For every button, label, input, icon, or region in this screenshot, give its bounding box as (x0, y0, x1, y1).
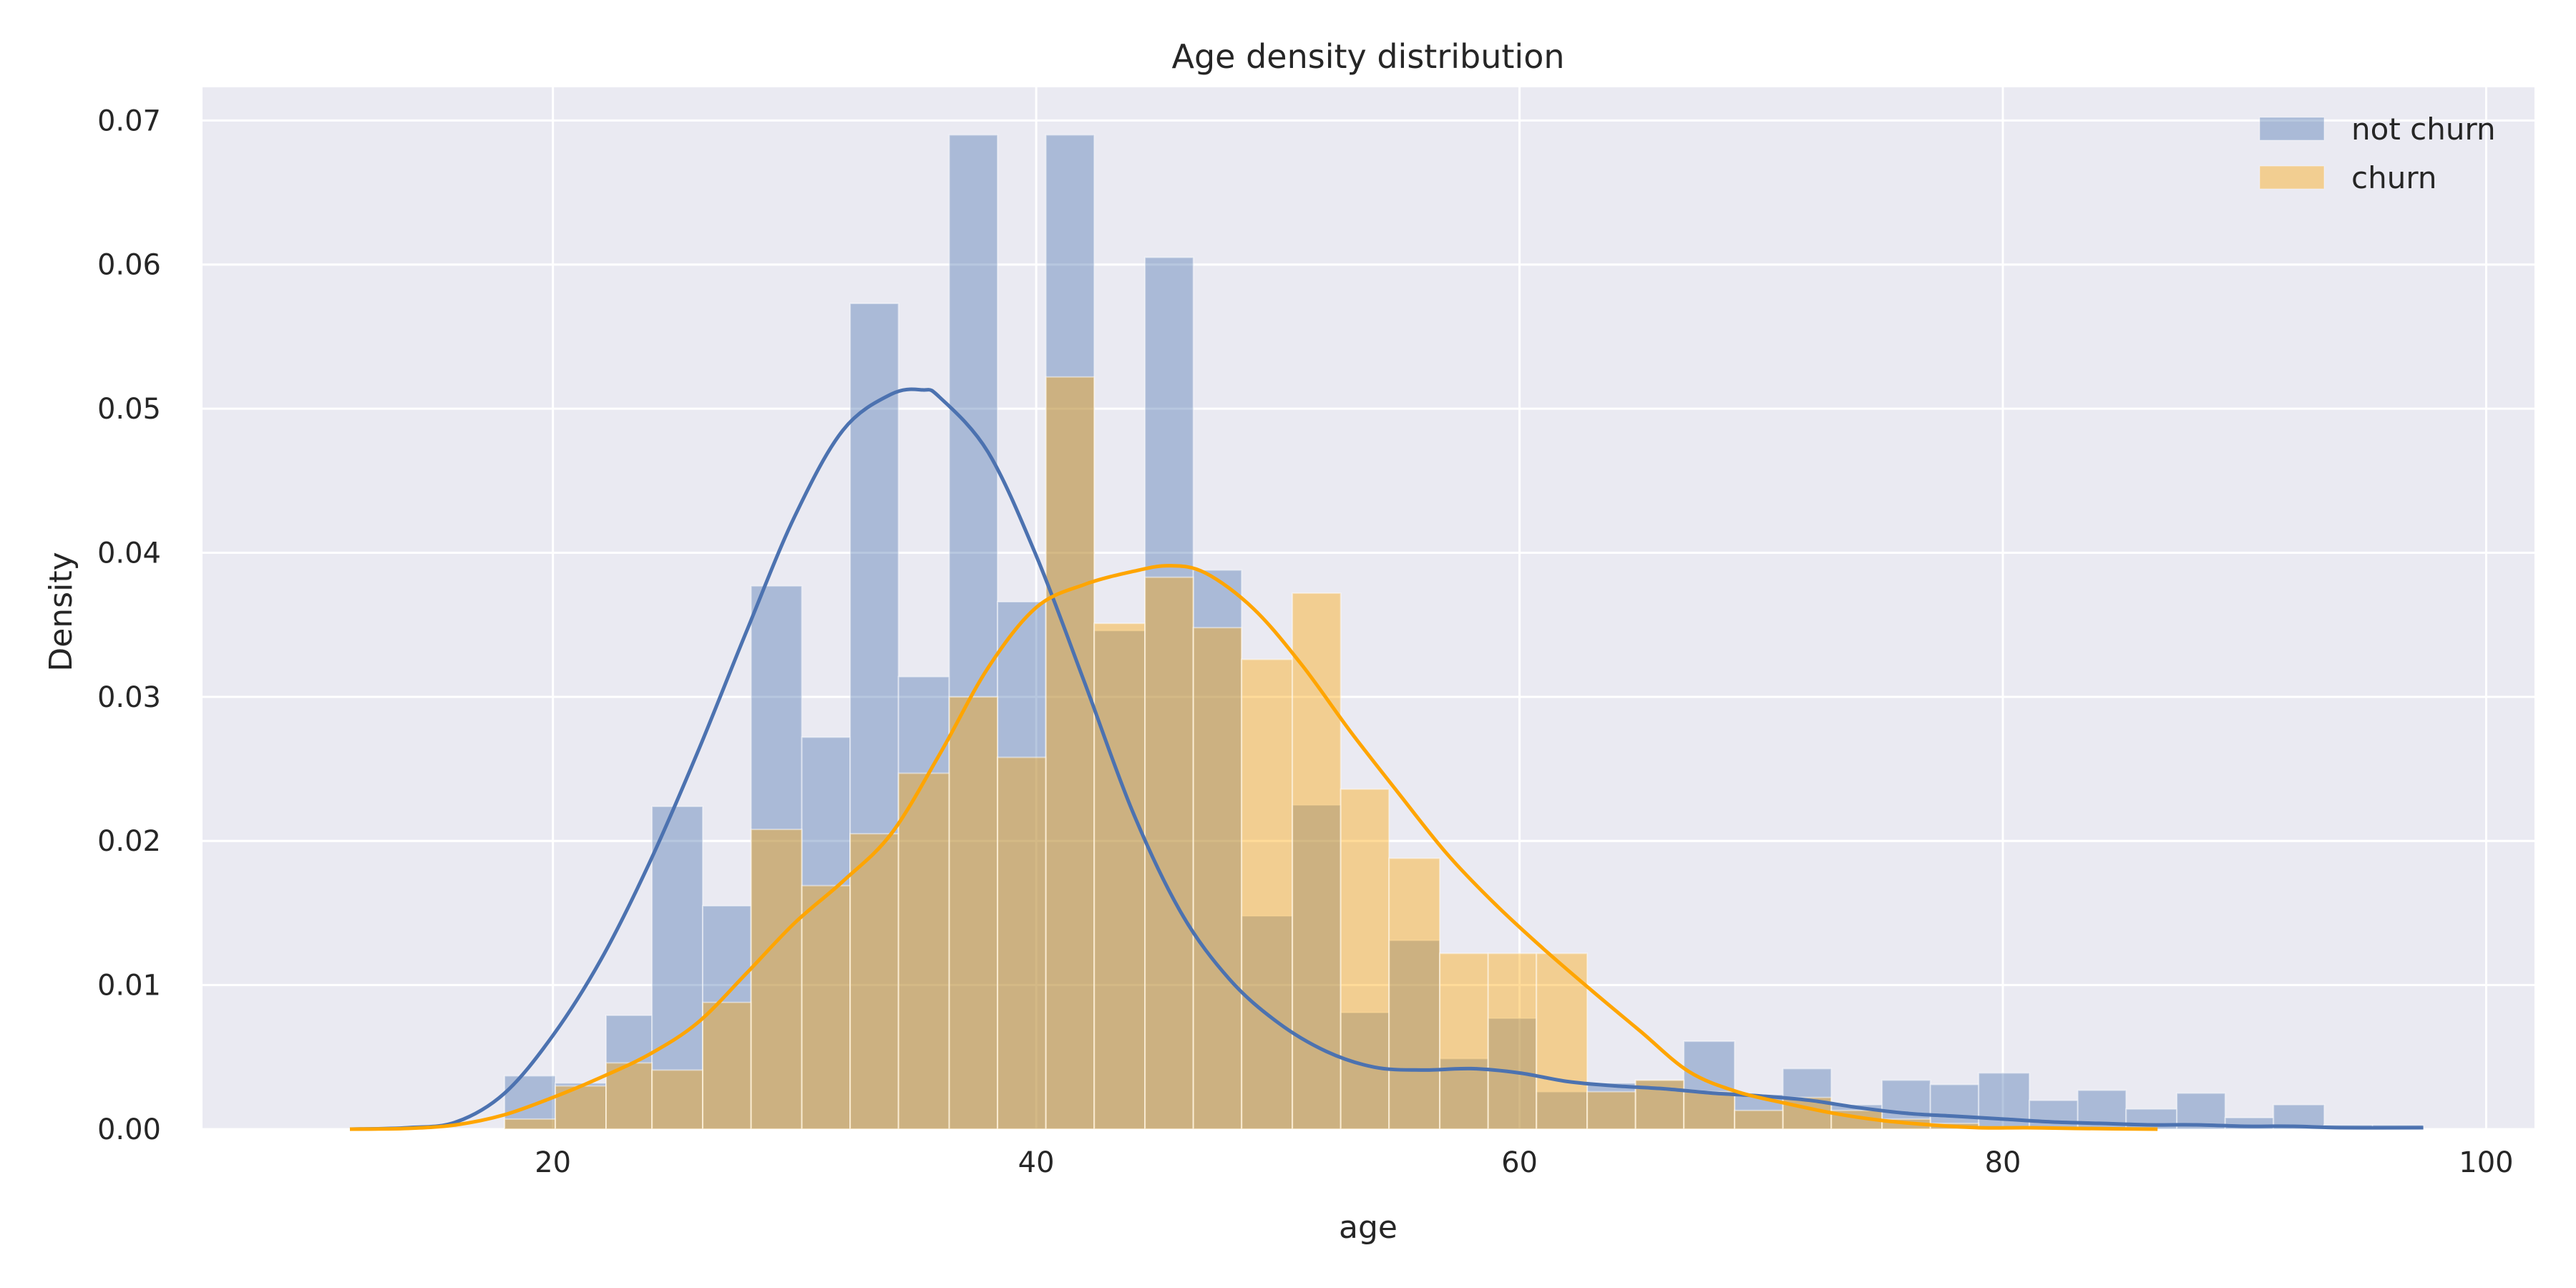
not-churn-histogram-bar (801, 736, 852, 1130)
churn-histogram-bar (1388, 857, 1441, 1131)
not-churn-histogram-bar (2029, 1099, 2079, 1131)
not-churn-histogram (504, 134, 2424, 1131)
not-churn-histogram-bar (1586, 1082, 1636, 1130)
churn-histogram-bar (1439, 952, 1489, 1131)
y-tick-label: 0.02 (97, 825, 161, 858)
churn-histogram-bar (1487, 952, 1538, 1131)
churn-histogram-bar (1241, 658, 1294, 1130)
plot-area (203, 87, 2534, 1129)
churn-histogram-bar (849, 833, 899, 1130)
churn-histogram-bar (1292, 592, 1342, 1130)
churn-histogram-bar (897, 772, 950, 1130)
not-churn-histogram-bar (997, 600, 1047, 1130)
churn-histogram-bar (750, 829, 803, 1130)
churn-histogram-bar (997, 756, 1047, 1130)
legend: not churn churn (2259, 112, 2496, 195)
churn-kde-line (349, 564, 2158, 1131)
not-churn-histogram-bar (1192, 569, 1243, 1130)
not-churn-histogram-bar (1929, 1083, 1980, 1131)
not-churn-histogram-bar (1144, 256, 1194, 1130)
not-churn-histogram-bar (504, 1075, 557, 1131)
tick-labels: 20 40 60 80 100 0.00 0.01 0.02 0.03 0.04 0.05 0.06 0… (97, 104, 2514, 1179)
y-tick-label: 0.01 (97, 970, 161, 1002)
churn-histogram-bar (605, 1062, 653, 1131)
not-churn-kde-line (349, 387, 2424, 1131)
churn-histogram-bar (1340, 788, 1390, 1131)
y-tick-label: 0.07 (97, 104, 161, 137)
x-axis-title: age (1339, 1209, 1397, 1246)
not-churn-histogram-bar (651, 805, 704, 1131)
not-churn-histogram-bar (1093, 630, 1146, 1130)
y-tick-label: 0.00 (97, 1113, 161, 1146)
churn-histogram-bar (801, 884, 852, 1130)
churn-histogram-bar (1192, 627, 1243, 1130)
not-churn-histogram-bar (702, 904, 752, 1131)
not-churn-histogram-bar (1536, 1091, 1589, 1130)
not-churn-histogram-bar (1241, 914, 1294, 1131)
x-tick-label: 60 (1501, 1146, 1538, 1179)
chart-title: Age density distribution (1171, 37, 1564, 76)
churn-histogram-bar (651, 1069, 704, 1130)
kde-curves (349, 387, 2424, 1131)
y-tick-label: 0.05 (97, 393, 161, 426)
not-churn-histogram-bar (555, 1082, 607, 1130)
not-churn-histogram-bar (1340, 1011, 1390, 1130)
y-tick-label: 0.03 (97, 681, 161, 714)
churn-histogram-bar (1045, 376, 1096, 1131)
y-axis-title: Density (43, 552, 79, 671)
churn-histogram-bar (1586, 1091, 1636, 1130)
y-tick-label: 0.04 (97, 537, 161, 570)
not-churn-histogram-bar (1045, 134, 1096, 1131)
x-tick-label: 20 (535, 1146, 571, 1179)
not-churn-histogram-bar (750, 585, 803, 1130)
churn-histogram-bar (702, 1001, 752, 1130)
not-churn-histogram-bar (1388, 940, 1441, 1130)
y-tick-label: 0.06 (97, 249, 161, 282)
legend-swatch-not-churn (2259, 117, 2325, 141)
legend-swatch-churn (2259, 165, 2325, 190)
not-churn-histogram-bar (849, 303, 899, 1130)
churn-histogram-bar (948, 696, 999, 1130)
x-tick-label: 40 (1018, 1146, 1055, 1179)
x-tick-label: 80 (1985, 1146, 2021, 1179)
not-churn-histogram-bar (1292, 804, 1342, 1130)
churn-histogram-bar (1093, 623, 1146, 1130)
not-churn-histogram-bar (948, 134, 999, 1131)
churn-histogram-bar (1734, 1109, 1784, 1130)
churn-histogram-bar (504, 1118, 557, 1131)
churn-histogram-bar (1683, 1091, 1736, 1130)
churn-histogram-bar (1536, 952, 1589, 1131)
legend-label-not-churn: not churn (2351, 112, 2496, 147)
not-churn-histogram-bar (1683, 1040, 1736, 1130)
legend-label-churn: churn (2351, 160, 2436, 195)
grid-lines (203, 87, 2534, 1131)
churn-histogram-bar (1144, 576, 1194, 1130)
x-tick-label: 100 (2459, 1146, 2513, 1179)
